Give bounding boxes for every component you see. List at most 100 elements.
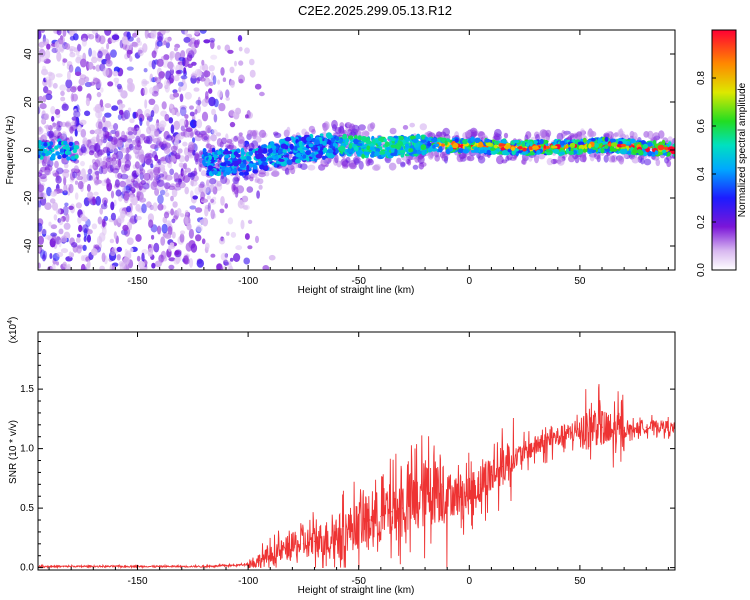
spectrogram-ridge-cell: [45, 151, 51, 156]
spectrogram-noise-cell: [185, 242, 193, 252]
spectrogram-ridge-cell: [664, 146, 669, 151]
spectrogram-ridge-cell: [74, 154, 79, 159]
snr-data-point: [424, 493, 426, 495]
spectrogram-noise-cell: [149, 87, 155, 95]
spectrogram-noise-cell: [71, 116, 78, 121]
spectrogram-halo-cell: [226, 138, 233, 144]
spectrogram-noise-cell: [144, 99, 148, 109]
spectrogram-ridge-cell: [525, 143, 530, 147]
spectrogram-noise-cell: [256, 190, 260, 199]
spectrogram-halo-cell: [156, 179, 165, 187]
spectrogram-ridge-cell: [287, 147, 291, 153]
spectrogram-noise-cell: [226, 231, 230, 236]
spectrogram-halo-cell: [152, 137, 161, 144]
spectrogram-noise-cell: [225, 96, 230, 101]
spectrogram-halo-cell: [353, 158, 360, 165]
spectrogram-noise-cell: [96, 235, 103, 246]
spectrogram-noise-cell: [107, 81, 114, 87]
spectrogram-noise-cell: [70, 252, 75, 258]
spectrogram-noise-cell: [126, 237, 134, 245]
spectrogram-ridge-cell: [652, 139, 657, 146]
spectrogram-noise-cell: [194, 30, 200, 36]
spectrogram-ridge-cell: [327, 149, 334, 154]
spectrogram-halo-cell: [98, 130, 105, 138]
spectrogram-ridge-cell: [262, 144, 267, 148]
colorbar-tick-label: 0.8: [696, 71, 707, 85]
spectrogram-ridge-cell: [569, 142, 576, 147]
spectrogram-ridge-cell: [510, 146, 516, 151]
spectrogram-noise-cell: [183, 57, 189, 68]
spectrogram-noise-cell: [262, 265, 270, 270]
spectrogram-ridge-cell: [248, 150, 254, 156]
spectrogram-noise-cell: [229, 80, 235, 86]
spectrogram-noise-cell: [73, 110, 81, 118]
spectrogram-halo-cell: [640, 157, 645, 165]
spectrogram-halo-cell: [588, 129, 594, 138]
spectrogram-noise-cell: [212, 75, 217, 85]
spectrogram-halo-cell: [286, 126, 291, 134]
snr-data-point: [446, 493, 448, 495]
spectrogram-noise-cell: [88, 47, 92, 57]
spectrogram-noise-cell: [91, 56, 98, 64]
spectrogram-noise-cell: [77, 216, 82, 224]
snr-y-label: SNR (10 * v/v): [8, 420, 19, 484]
spectrogram-ridge-cell: [383, 151, 391, 156]
spectrogram-halo-cell: [180, 131, 186, 137]
spectrogram-noise-cell: [101, 218, 106, 228]
spectrogram-noise-cell: [164, 113, 170, 122]
spectrogram-ridge-cell: [528, 145, 534, 150]
spectrogram-noise-cell: [176, 112, 181, 117]
spectrogram-ridge-cell: [405, 137, 410, 144]
snr-data-point: [634, 427, 636, 429]
spectrogram-ridge-cell: [217, 150, 222, 155]
spectrogram-noise-cell: [249, 58, 255, 66]
spectrogram-noise-cell: [211, 129, 218, 135]
spectrogram-noise-cell: [42, 65, 47, 72]
spectrogram-halo-cell: [99, 166, 104, 175]
spectrogram-halo-cell: [273, 132, 282, 138]
spectrogram-halo-cell: [574, 133, 578, 138]
spectrogram-ridge-cell: [277, 154, 282, 159]
spectrogram-noise-cell: [74, 180, 79, 185]
spectrogram-halo-cell: [412, 164, 419, 170]
spectrogram-ridge-cell: [57, 154, 62, 160]
spectrogram-noise-cell: [205, 125, 212, 134]
spectrogram-ridge-cell: [258, 153, 265, 159]
spectrogram-ridge-cell: [398, 135, 404, 141]
spectrogram-noise-cell: [104, 112, 112, 118]
spectrogram-ridge-cell: [521, 141, 526, 147]
spectrogram-noise-cell: [184, 30, 188, 36]
spectrogram-noise-cell: [44, 202, 52, 210]
spectrogram-halo-cell: [388, 162, 397, 171]
spectrogram-halo-cell: [104, 131, 112, 140]
spectrogram-halo-cell: [408, 155, 416, 160]
colorbar-tick-label: 0.0: [696, 263, 707, 277]
spectrogram-ridge-cell: [587, 148, 594, 153]
spectrogram-halo-cell: [367, 123, 374, 132]
spectrogram-noise-cell: [184, 154, 190, 162]
spectrogram-ridge-cell: [600, 147, 605, 154]
spectrogram-noise-cell: [238, 46, 243, 52]
spectrogram-noise-cell: [63, 183, 68, 194]
spectrogram-halo-cell: [73, 165, 79, 173]
spectrogram-noise-cell: [135, 204, 141, 212]
spectrogram-ridge-cell: [67, 150, 72, 155]
spectrogram-noise-cell: [217, 89, 223, 98]
spectrogram-noise-cell: [77, 180, 84, 190]
spectrogram-noise-cell: [137, 49, 143, 54]
spectrogram-noise-cell: [163, 211, 170, 219]
spectrogram-noise-cell: [62, 30, 67, 37]
spectrogram-y-ticks: -40 -20 0 20 40: [23, 48, 675, 253]
spectrogram-halo-cell: [361, 130, 370, 138]
spectrogram-ridge-cell: [259, 164, 265, 170]
spectrogram-halo-cell: [493, 132, 499, 140]
spectrogram-noise-cell: [39, 55, 47, 63]
spectrogram-noise-cell: [142, 80, 150, 85]
spectrogram-noise-cell: [80, 263, 86, 270]
spectrogram-noise-cell: [167, 244, 172, 252]
spectrogram-halo-cell: [146, 126, 152, 135]
spectrogram-noise-cell: [171, 108, 175, 116]
snr-x-tick-label: -50: [351, 576, 366, 587]
spectrogram-ridge-cell: [384, 141, 390, 148]
spectrogram-noise-cell: [127, 42, 132, 51]
